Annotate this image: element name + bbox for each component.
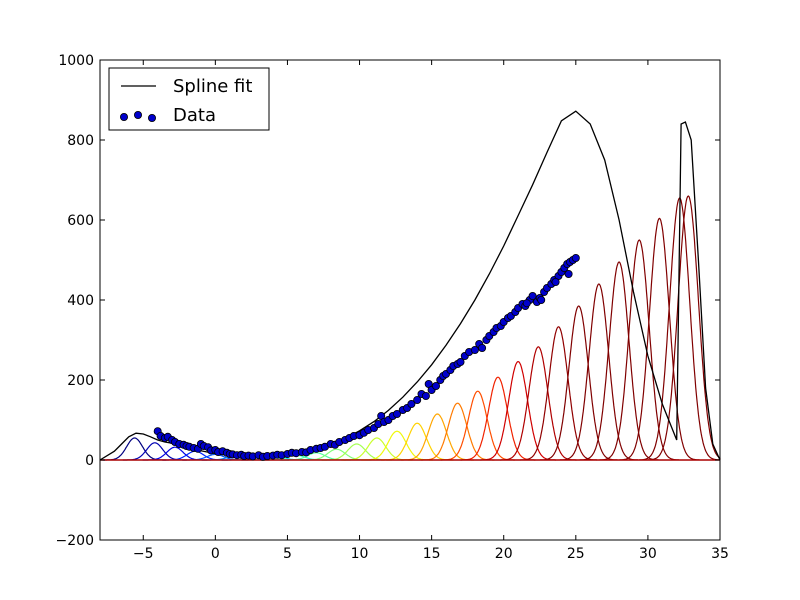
legend-label-data: Data bbox=[173, 105, 216, 126]
x-tick-label-3: 5 bbox=[283, 546, 292, 562]
data-points bbox=[153, 253, 580, 461]
x-tick-label-2: 0 bbox=[211, 546, 220, 562]
plot-area bbox=[100, 60, 720, 540]
basis-function-29 bbox=[647, 195, 721, 461]
data-point-58 bbox=[392, 409, 401, 418]
legend-marker-3 bbox=[147, 114, 156, 123]
y-tick-label-2: 0 bbox=[85, 453, 94, 469]
x-tick-label-9: 35 bbox=[711, 546, 729, 562]
y-axis: −200 0 200 400 600 800 1000 bbox=[56, 53, 720, 549]
data-point-64 bbox=[421, 391, 430, 400]
x-tick-label-8: 30 bbox=[639, 546, 657, 562]
data-point-93 bbox=[528, 291, 537, 300]
legend-marker-1 bbox=[120, 113, 129, 122]
data-point-108 bbox=[551, 277, 560, 286]
basis-function-24 bbox=[559, 283, 638, 461]
legend-marker-2 bbox=[133, 111, 142, 120]
basis-function-19 bbox=[460, 376, 536, 461]
data-point-109 bbox=[537, 295, 546, 304]
y-tick-label-3: 200 bbox=[67, 373, 94, 389]
basis-function-22 bbox=[520, 326, 597, 461]
y-tick-label-4: 400 bbox=[67, 293, 94, 309]
basis-function-25 bbox=[579, 261, 659, 461]
spline-fit-line bbox=[99, 110, 721, 461]
basis-function-27 bbox=[619, 217, 700, 461]
x-tick-label-7: 25 bbox=[567, 546, 585, 562]
data-point-61 bbox=[407, 399, 416, 408]
x-tick-label-4: 10 bbox=[351, 546, 369, 562]
spline-fit bbox=[99, 110, 721, 461]
y-tick-label-7: 1000 bbox=[58, 53, 94, 69]
legend-box bbox=[108, 67, 270, 131]
data-point-110 bbox=[522, 299, 531, 308]
y-tick-label-6: 800 bbox=[67, 133, 94, 149]
basis-function-23 bbox=[540, 305, 618, 461]
data-point-62 bbox=[413, 395, 422, 404]
x-tick-label-5: 15 bbox=[423, 546, 441, 562]
data-point-79 bbox=[478, 343, 487, 352]
data-point-74 bbox=[456, 357, 465, 366]
basis-function-26 bbox=[599, 239, 679, 461]
basis-function-16 bbox=[400, 413, 474, 461]
basis-function-20 bbox=[480, 360, 556, 461]
data-point-107 bbox=[564, 269, 573, 278]
x-axis: −5 0 5 10 15 20 25 30 35 bbox=[133, 60, 729, 562]
legend: Spline fit Data bbox=[108, 67, 270, 131]
legend-label-spline-fit: Spline fit bbox=[173, 76, 252, 97]
basis-function-21 bbox=[500, 346, 577, 461]
basis-function-15 bbox=[381, 422, 454, 461]
x-tick-label-6: 20 bbox=[495, 546, 513, 562]
basis-function-18 bbox=[440, 390, 515, 461]
y-tick-label-1: −200 bbox=[56, 533, 94, 549]
basis-function-17 bbox=[420, 402, 495, 461]
data-point-67 bbox=[431, 381, 440, 390]
y-tick-label-5: 600 bbox=[67, 213, 94, 229]
data-point-77 bbox=[470, 345, 479, 354]
data-point-106 bbox=[571, 253, 580, 262]
x-tick-label-1: −5 bbox=[133, 546, 154, 562]
